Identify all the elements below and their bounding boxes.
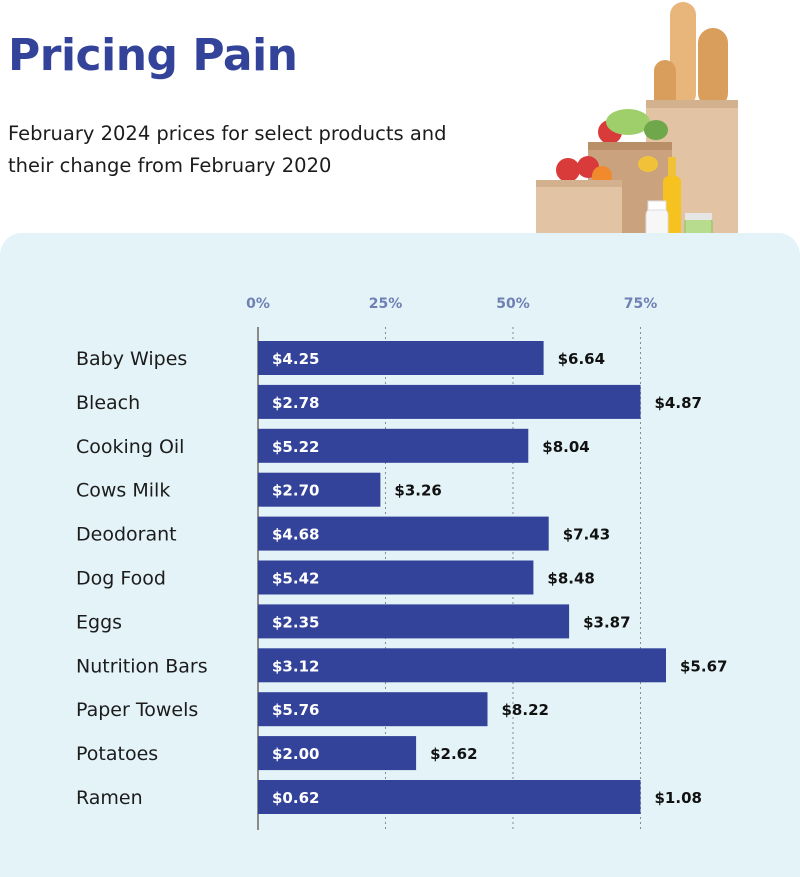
price-2024-label: $6.64 xyxy=(558,350,605,368)
price-2024-label: $3.26 xyxy=(394,482,441,500)
x-tick-label: 50% xyxy=(496,296,530,312)
price-2020-label: $4.68 xyxy=(272,526,319,544)
price-2020-label: $2.00 xyxy=(272,745,319,763)
x-tick-label: 75% xyxy=(624,296,658,312)
price-2020-label: $2.35 xyxy=(272,613,319,631)
price-2020-label: $2.70 xyxy=(272,482,319,500)
price-2024-label: $7.43 xyxy=(563,526,610,544)
price-2024-label: $8.04 xyxy=(542,438,589,456)
category-label: Paper Towels xyxy=(76,699,198,721)
price-change-chart: 0% 25% 50% 75% Baby Wipes $4.25 $6.64 Bleach $2.… xyxy=(0,0,800,877)
price-2024-label: $5.67 xyxy=(680,657,727,675)
price-2020-label: $5.22 xyxy=(272,438,319,456)
price-2024-label: $4.87 xyxy=(655,394,702,412)
price-2024-label: $8.22 xyxy=(502,701,549,719)
category-label: Dog Food xyxy=(76,568,166,590)
category-label: Nutrition Bars xyxy=(76,655,208,677)
category-label: Cows Milk xyxy=(76,480,170,502)
price-2020-label: $5.76 xyxy=(272,701,319,719)
category-label: Deodorant xyxy=(76,524,177,546)
x-tick-label: 0% xyxy=(246,296,270,312)
category-label: Ramen xyxy=(76,787,143,809)
price-2024-label: $8.48 xyxy=(547,570,594,588)
category-label: Potatoes xyxy=(76,743,158,765)
price-2020-label: $4.25 xyxy=(272,350,319,368)
x-tick-label: 25% xyxy=(369,296,403,312)
category-label: Cooking Oil xyxy=(76,436,184,458)
category-label: Eggs xyxy=(76,611,122,633)
price-2020-label: $5.42 xyxy=(272,570,319,588)
category-label: Bleach xyxy=(76,392,140,414)
price-2020-label: $3.12 xyxy=(272,657,319,675)
price-2024-label: $1.08 xyxy=(655,789,702,807)
price-2020-label: $0.62 xyxy=(272,789,319,807)
price-2020-label: $2.78 xyxy=(272,394,319,412)
price-2024-label: $2.62 xyxy=(430,745,477,763)
category-label: Baby Wipes xyxy=(76,348,187,370)
price-2024-label: $3.87 xyxy=(583,613,630,631)
